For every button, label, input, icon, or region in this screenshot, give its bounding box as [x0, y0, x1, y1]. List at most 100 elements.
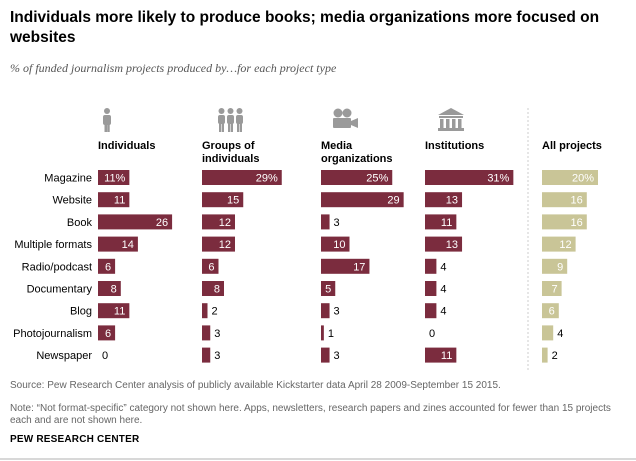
category-label-book: Book — [67, 217, 93, 229]
data-label-individuals-website: 11 — [114, 195, 125, 207]
data-label-all-projects-website: 16 — [571, 195, 583, 207]
data-label-all-projects-book: 16 — [571, 217, 583, 229]
bar-institutions-book — [425, 214, 457, 230]
bar-individuals-blog — [98, 303, 130, 319]
bar-groups-of-individuals-documentary — [202, 281, 224, 296]
data-label-institutions-photojournalism: 0 — [429, 328, 435, 340]
data-label-all-projects-documentary: 7 — [551, 284, 557, 296]
data-label-all-projects-blog: 6 — [549, 306, 555, 318]
data-label-individuals-radio-podcast: 6 — [105, 261, 111, 273]
bar-groups-of-individuals-radio-podcast — [202, 258, 219, 274]
bar-all-projects-multiple-formats — [542, 236, 576, 252]
brand-label: PEW RESEARCH CENTER — [10, 434, 140, 445]
bar-all-projects-magazine — [542, 170, 598, 185]
person-icon — [103, 108, 111, 132]
data-label-institutions-blog: 4 — [440, 306, 446, 318]
bar-groups-of-individuals-blog — [202, 303, 208, 319]
series-header-institutions: Institutions — [425, 140, 484, 152]
bottom-rule — [0, 458, 636, 460]
chart-subtitle: % of funded journalism projects produced… — [10, 61, 337, 75]
data-label-media-organizations-blog: 3 — [334, 306, 340, 318]
source-note: Source: Pew Research Center analysis of … — [10, 380, 501, 391]
series-header-groups-of-individuals: individuals — [202, 153, 259, 165]
data-label-media-organizations-photojournalism: 1 — [328, 328, 334, 340]
bar-individuals-book — [98, 214, 173, 230]
category-label-website: Website — [52, 195, 92, 207]
series-header-individuals: Individuals — [98, 140, 155, 152]
group-icon — [218, 108, 243, 132]
category-label-multiple-formats: Multiple formats — [14, 239, 92, 251]
bar-individuals-photojournalism — [98, 325, 116, 341]
data-label-institutions-radio-podcast: 4 — [440, 261, 446, 273]
bar-groups-of-individuals-photojournalism — [202, 325, 211, 341]
data-label-individuals-multiple-formats: 14 — [122, 239, 134, 251]
bar-individuals-radio-podcast — [98, 258, 116, 274]
data-label-institutions-magazine: 31% — [487, 173, 509, 185]
data-label-media-organizations-book: 3 — [334, 217, 340, 229]
camera-icon — [333, 108, 358, 128]
bar-media-organizations-photojournalism — [321, 325, 324, 341]
category-label-blog: Blog — [70, 306, 92, 318]
bar-groups-of-individuals-magazine — [202, 170, 282, 185]
series-header-media-organizations: organizations — [321, 153, 393, 165]
data-label-all-projects-newspaper: 2 — [552, 350, 558, 362]
category-label-radio-podcast: Radio/podcast — [22, 261, 92, 273]
data-label-individuals-photojournalism: 6 — [105, 328, 111, 340]
bar-individuals-magazine — [98, 170, 130, 185]
data-label-media-organizations-website: 29 — [387, 195, 399, 207]
data-label-individuals-documentary: 8 — [111, 284, 117, 296]
bar-groups-of-individuals-newspaper — [202, 347, 211, 363]
category-label-photojournalism: Photojournalism — [13, 328, 92, 340]
data-label-institutions-documentary: 4 — [440, 284, 446, 296]
bar-individuals-website — [98, 192, 130, 208]
data-label-all-projects-radio-podcast: 9 — [557, 261, 563, 273]
data-label-groups-of-individuals-magazine: 29% — [256, 173, 278, 185]
footnote: Note: “Not format-specific” category not… — [10, 403, 611, 426]
bar-all-projects-radio-podcast — [542, 258, 568, 274]
data-label-individuals-newspaper: 0 — [102, 350, 108, 362]
category-label-magazine: Magazine — [44, 173, 92, 185]
data-label-groups-of-individuals-documentary: 8 — [214, 284, 220, 296]
data-label-media-organizations-documentary: 5 — [325, 284, 331, 296]
bar-institutions-radio-podcast — [425, 258, 437, 274]
bar-institutions-multiple-formats — [425, 236, 463, 252]
bar-all-projects-website — [542, 192, 587, 208]
data-label-groups-of-individuals-photojournalism: 3 — [214, 328, 220, 340]
data-label-individuals-book: 26 — [156, 217, 168, 229]
chart-title: Individuals more likely to produce books… — [10, 9, 600, 46]
data-label-institutions-multiple-formats: 13 — [446, 239, 458, 251]
bar-media-organizations-documentary — [321, 281, 336, 296]
bar-media-organizations-multiple-formats — [321, 236, 350, 252]
data-label-institutions-website: 13 — [446, 195, 458, 207]
data-label-institutions-newspaper: 11 — [441, 350, 452, 362]
data-label-media-organizations-multiple-formats: 10 — [333, 239, 345, 251]
category-label-documentary: Documentary — [27, 284, 93, 296]
category-label-newspaper: Newspaper — [36, 350, 92, 362]
bar-institutions-magazine — [425, 170, 514, 185]
data-label-groups-of-individuals-website: 15 — [227, 195, 239, 207]
bar-media-organizations-newspaper — [321, 347, 330, 363]
bar-media-organizations-radio-podcast — [321, 258, 370, 274]
data-label-all-projects-multiple-formats: 12 — [559, 239, 571, 251]
data-label-individuals-magazine: 11% — [104, 173, 125, 185]
data-label-all-projects-photojournalism: 4 — [557, 328, 563, 340]
bar-all-projects-photojournalism — [542, 325, 554, 341]
data-label-individuals-blog: 11 — [114, 306, 125, 318]
bar-institutions-website — [425, 192, 463, 208]
institution-icon — [438, 108, 464, 131]
bar-all-projects-newspaper — [542, 347, 548, 363]
bar-groups-of-individuals-book — [202, 214, 235, 230]
data-label-groups-of-individuals-book: 12 — [219, 217, 231, 229]
bar-all-projects-documentary — [542, 281, 562, 296]
data-label-media-organizations-magazine: 25% — [366, 173, 388, 185]
bar-groups-of-individuals-website — [202, 192, 244, 208]
chart: Magazine Website Book Multiple formats Radio… — [13, 108, 602, 370]
data-label-groups-of-individuals-multiple-formats: 12 — [219, 239, 231, 251]
data-label-groups-of-individuals-newspaper: 3 — [214, 350, 220, 362]
bar-individuals-multiple-formats — [98, 236, 138, 252]
data-label-media-organizations-radio-podcast: 17 — [353, 261, 365, 273]
bar-individuals-documentary — [98, 281, 121, 296]
data-label-media-organizations-newspaper: 3 — [334, 350, 340, 362]
bar-media-organizations-book — [321, 214, 330, 230]
bar-institutions-blog — [425, 303, 437, 319]
